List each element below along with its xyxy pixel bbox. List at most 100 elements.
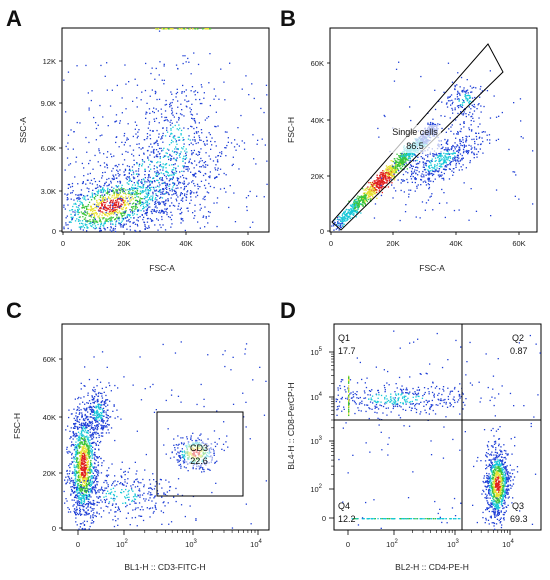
event-dot xyxy=(176,157,178,159)
event-dot xyxy=(92,189,94,191)
event-dot xyxy=(84,445,86,447)
single-cells-gate-value: 86.5 xyxy=(406,141,424,151)
event-dot xyxy=(135,133,137,135)
event-dot xyxy=(366,193,368,195)
event-dot xyxy=(477,151,480,153)
event-dot xyxy=(430,160,432,162)
event-dot xyxy=(143,202,145,204)
event-dot xyxy=(154,120,156,122)
event-dot xyxy=(142,147,144,149)
event-dot xyxy=(362,200,365,202)
event-dot xyxy=(420,75,422,78)
event-dot xyxy=(149,134,151,136)
panel-a-ytick-2: 6.0K xyxy=(41,144,56,153)
event-dot xyxy=(75,206,78,208)
event-dot xyxy=(362,188,364,190)
event-dot xyxy=(450,94,453,96)
panel-a-xtick-1: 20K xyxy=(117,239,130,248)
event-dot xyxy=(410,119,412,122)
event-dot xyxy=(444,154,446,157)
event-dot xyxy=(102,197,104,199)
event-dot xyxy=(78,211,80,214)
event-dot xyxy=(178,181,181,183)
event-dot xyxy=(467,94,469,97)
event-dot xyxy=(458,157,460,159)
event-dot xyxy=(446,164,448,166)
event-dot xyxy=(424,162,426,164)
event-dot xyxy=(94,228,96,230)
event-dot xyxy=(134,205,136,207)
event-dot xyxy=(79,498,81,500)
event-dot xyxy=(448,149,451,151)
event-dot xyxy=(380,176,382,178)
event-dot xyxy=(375,189,377,192)
event-dot xyxy=(87,478,90,480)
event-dot xyxy=(74,214,76,216)
event-dot xyxy=(196,113,198,115)
event-dot xyxy=(183,167,185,169)
event-dot xyxy=(441,158,443,160)
event-dot xyxy=(106,163,108,166)
event-dot xyxy=(89,222,91,224)
event-dot xyxy=(85,136,87,139)
event-dot xyxy=(367,188,369,190)
event-dot xyxy=(206,143,208,145)
event-dot xyxy=(355,200,357,202)
event-dot xyxy=(445,166,448,168)
event-dot xyxy=(168,158,170,161)
event-dot xyxy=(393,176,395,178)
event-dot xyxy=(400,163,402,165)
event-dot xyxy=(134,184,136,186)
event-dot xyxy=(173,164,175,166)
event-dot xyxy=(467,94,470,96)
event-dot xyxy=(363,199,365,201)
event-dot xyxy=(163,212,165,214)
event-dot xyxy=(129,198,131,200)
event-dot xyxy=(342,223,344,225)
event-dot xyxy=(171,107,173,109)
event-dot xyxy=(108,467,110,469)
event-dot xyxy=(460,111,462,113)
event-dot xyxy=(190,142,192,144)
event-dot xyxy=(82,204,84,207)
event-dot xyxy=(82,212,84,214)
event-dot xyxy=(439,174,441,176)
event-dot xyxy=(81,443,83,445)
event-dot xyxy=(351,203,354,205)
event-dot xyxy=(80,382,82,384)
event-dot xyxy=(81,213,83,215)
event-dot xyxy=(75,473,77,475)
event-dot xyxy=(146,136,149,138)
single-cells-gate-label-bg xyxy=(389,125,441,153)
event-dot xyxy=(86,195,88,197)
event-dot xyxy=(152,193,154,195)
event-dot xyxy=(135,203,137,205)
event-dot xyxy=(80,211,82,213)
event-dot xyxy=(105,214,107,216)
event-dot xyxy=(186,100,188,103)
event-dot xyxy=(71,452,73,455)
event-dot xyxy=(93,214,96,216)
event-dot xyxy=(85,214,87,217)
event-dot xyxy=(392,175,395,177)
event-dot xyxy=(86,449,89,451)
event-dot xyxy=(140,209,142,212)
event-dot xyxy=(428,184,430,186)
event-dot xyxy=(157,201,159,203)
event-dot xyxy=(144,174,146,176)
event-dot xyxy=(450,161,452,164)
event-dot xyxy=(454,155,456,157)
event-dot xyxy=(337,222,339,224)
event-dot xyxy=(432,170,435,172)
event-dot xyxy=(111,220,113,222)
event-dot xyxy=(119,190,121,192)
event-dot xyxy=(457,112,459,115)
event-dot xyxy=(90,215,93,217)
event-dot xyxy=(73,474,76,476)
event-dot xyxy=(93,454,95,456)
event-dot xyxy=(356,209,358,211)
event-dot xyxy=(456,98,459,100)
event-dot xyxy=(369,189,371,191)
event-dot xyxy=(163,174,166,177)
event-dot xyxy=(164,187,167,189)
